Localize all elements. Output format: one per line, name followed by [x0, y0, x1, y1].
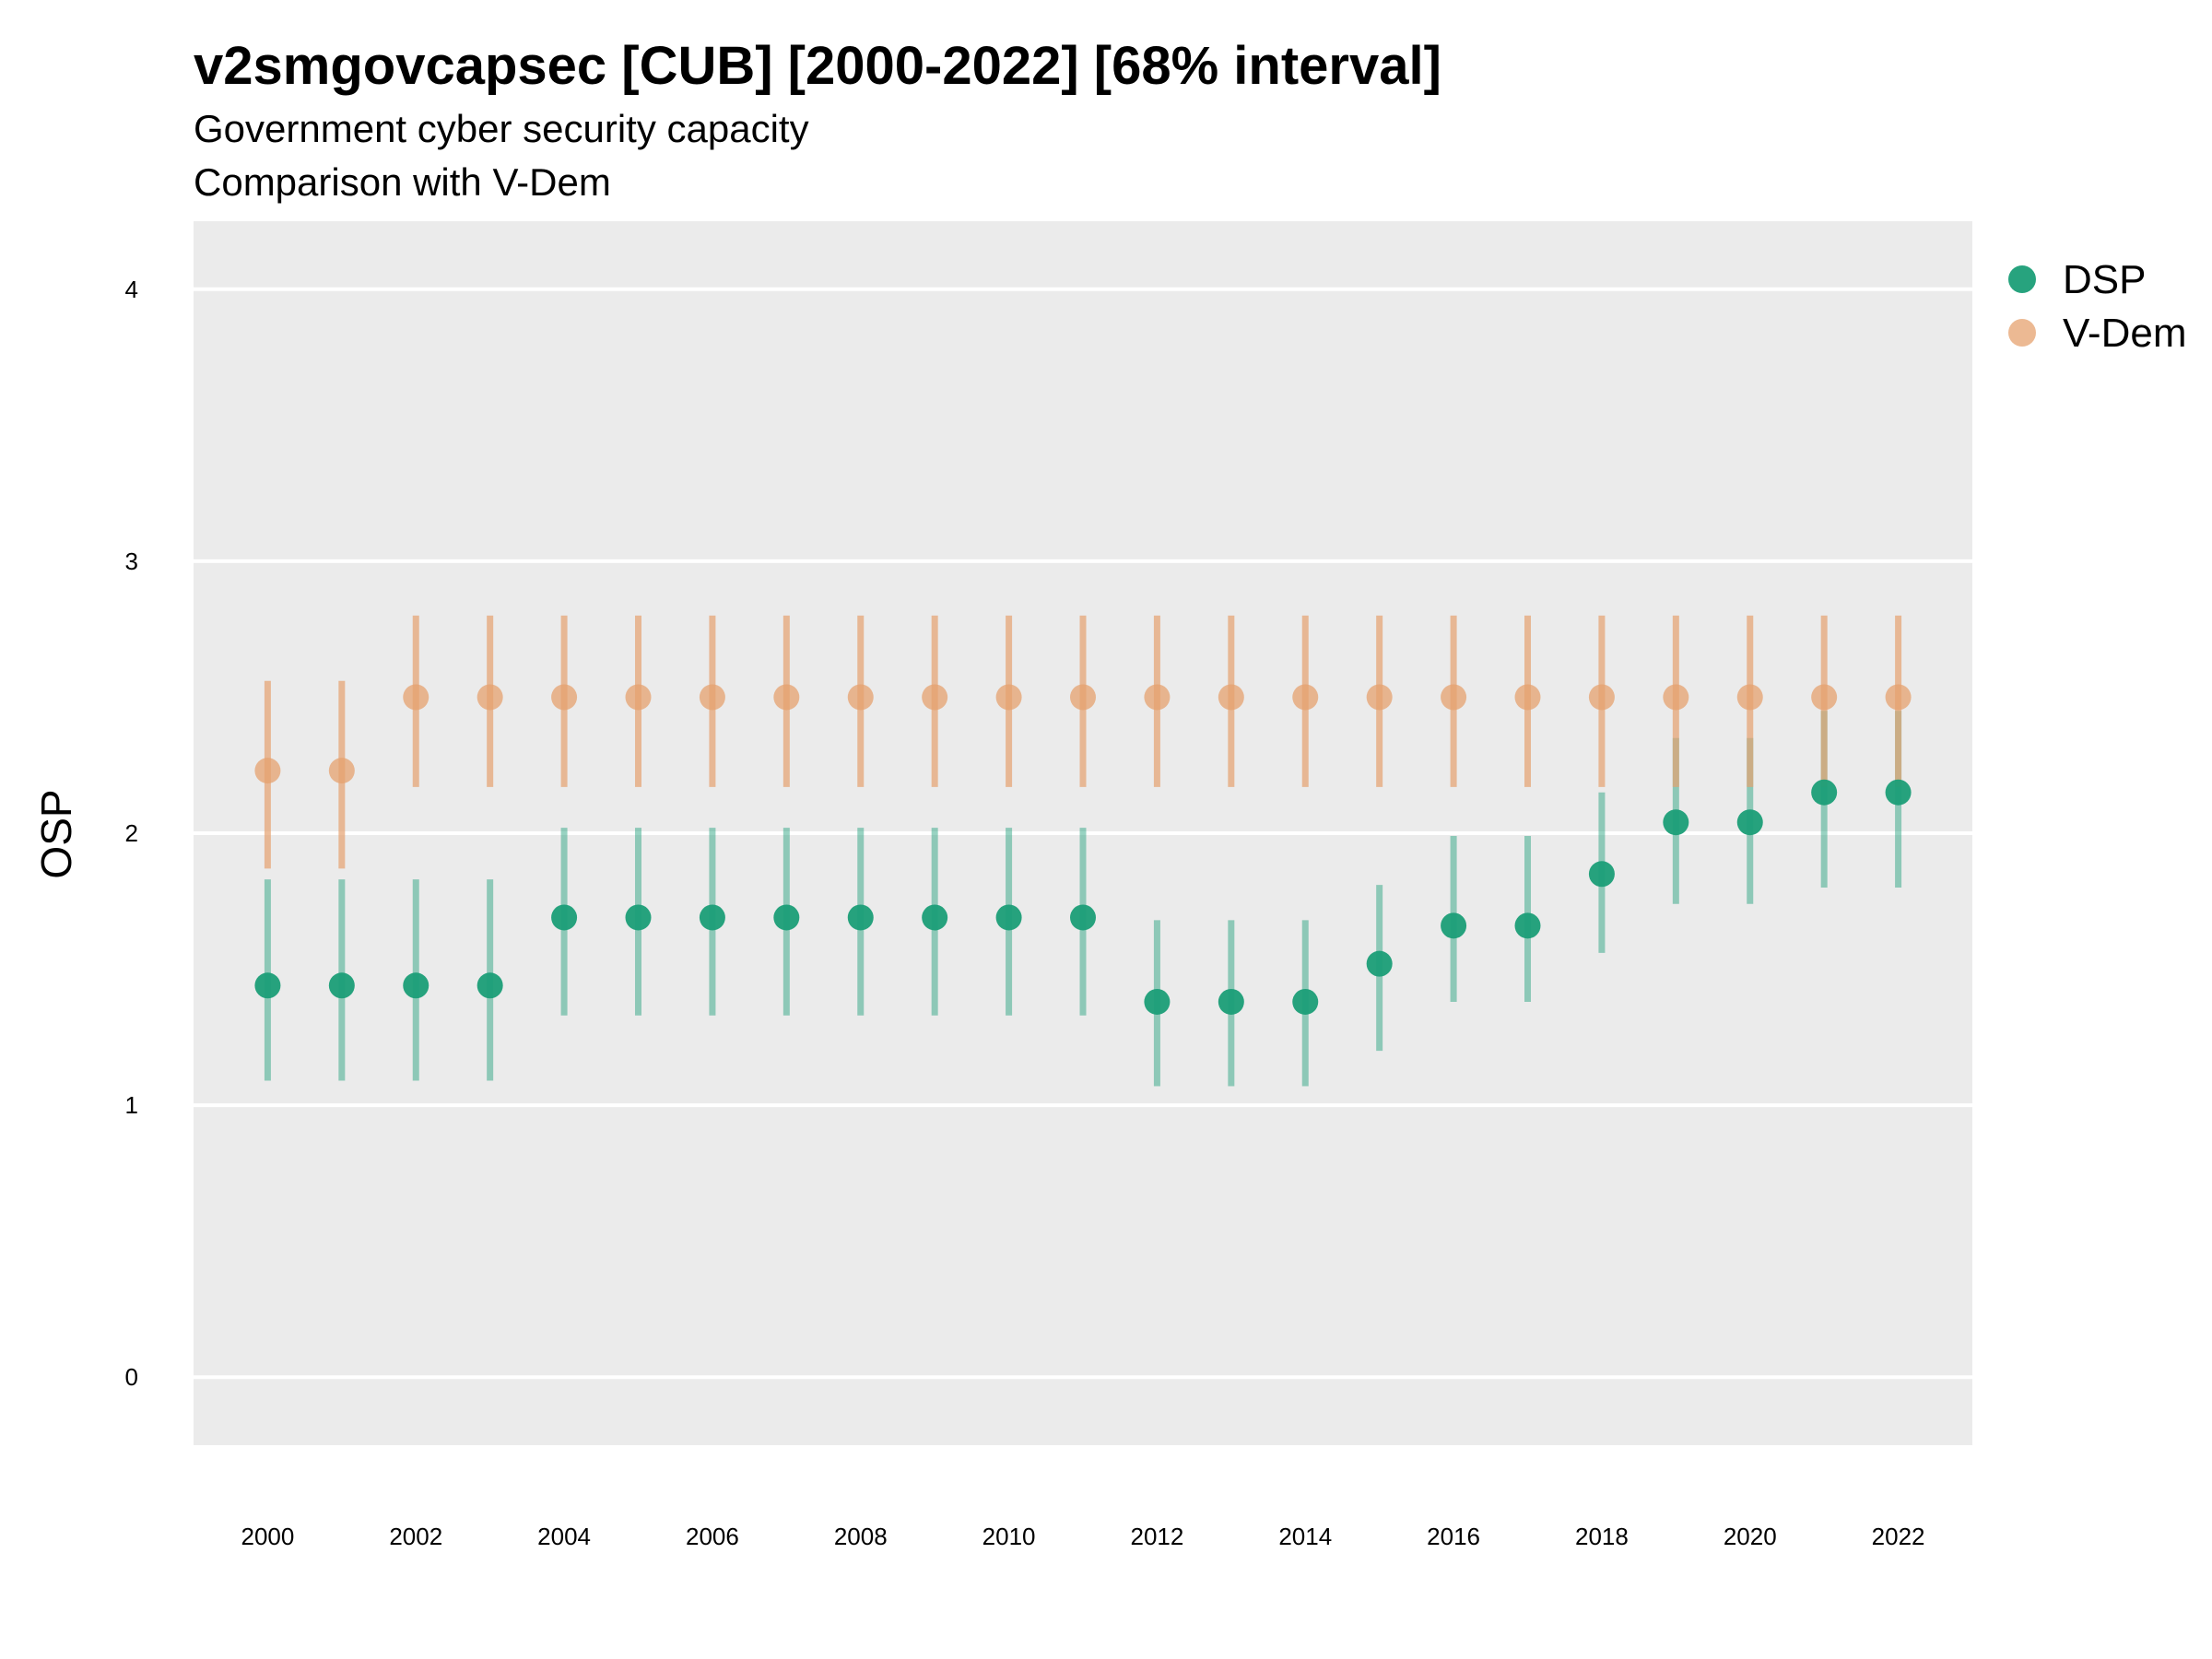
dsp-point: [551, 904, 578, 931]
legend: DSP V-Dem: [2008, 257, 2186, 356]
x-tick-label: 2010: [982, 1523, 1036, 1550]
v-dem-point: [1588, 684, 1615, 711]
v-dem-point: [1292, 684, 1319, 711]
v-dem-point: [328, 758, 355, 784]
dsp-point: [1514, 912, 1541, 939]
x-tick-label: 2002: [389, 1523, 442, 1550]
y-tick-label: 3: [125, 547, 138, 575]
v-dem-point: [1811, 684, 1838, 711]
v-dem-point: [1736, 684, 1763, 711]
x-axis-ticks: 2000 2002 2004 2006 2008 2010 2012 2014 2016 2018…: [241, 1523, 1924, 1550]
x-tick-label: 2020: [1724, 1523, 1777, 1550]
v-dem-point: [1218, 684, 1244, 711]
x-tick-label: 2014: [1278, 1523, 1332, 1550]
chart-subtitle-comparison: Comparison with V-Dem: [194, 160, 611, 204]
dsp-point: [477, 972, 503, 999]
v-dem-point: [1885, 684, 1912, 711]
v-dem-point: [403, 684, 429, 711]
v-dem-point: [847, 684, 874, 711]
chart-subtitle: Government cyber security capacity: [194, 107, 809, 150]
dsp-point: [1811, 779, 1838, 806]
x-tick-label: 2022: [1872, 1523, 1925, 1550]
v-dem-point: [551, 684, 578, 711]
legend-label-v-dem: V-Dem: [2063, 311, 2186, 356]
v-dem-point: [477, 684, 503, 711]
x-tick-label: 2016: [1427, 1523, 1480, 1550]
v-dem-point: [254, 758, 281, 784]
x-tick-label: 2012: [1130, 1523, 1183, 1550]
dsp-point: [1736, 809, 1763, 836]
v-dem-point: [1663, 684, 1689, 711]
dsp-point: [995, 904, 1022, 931]
y-axis-label: OSP: [32, 789, 80, 878]
dsp-point: [1218, 988, 1244, 1015]
y-tick-label: 0: [125, 1363, 138, 1391]
v-dem-point: [1144, 684, 1171, 711]
dsp-point: [1441, 912, 1467, 939]
dsp-point: [1366, 950, 1393, 977]
y-tick-label: 4: [125, 276, 138, 303]
dsp-point: [1144, 988, 1171, 1015]
dsp-point: [625, 904, 652, 931]
v-dem-point: [1441, 684, 1467, 711]
legend-key-v-dem: [2008, 319, 2036, 347]
dsp-point: [1292, 988, 1319, 1015]
legend-label-dsp: DSP: [2063, 257, 2146, 302]
y-tick-label: 2: [125, 819, 138, 847]
v-dem-point: [773, 684, 800, 711]
dsp-point: [328, 972, 355, 999]
v-dem-point: [699, 684, 725, 711]
dsp-point: [1588, 861, 1615, 888]
dsp-point: [847, 904, 874, 931]
dsp-point: [1885, 779, 1912, 806]
dsp-point: [1070, 904, 1096, 931]
v-dem-point: [1366, 684, 1393, 711]
dsp-point: [699, 904, 725, 931]
x-tick-label: 2004: [537, 1523, 591, 1550]
v-dem-point: [625, 684, 652, 711]
v-dem-point: [922, 684, 948, 711]
x-tick-label: 2008: [834, 1523, 888, 1550]
x-tick-label: 2000: [241, 1523, 294, 1550]
dsp-point: [403, 972, 429, 999]
y-tick-label: 1: [125, 1091, 138, 1119]
dsp-point: [773, 904, 800, 931]
v-dem-point: [1070, 684, 1096, 711]
chart-title: v2smgovcapsec [CUB] [2000-2022] [68% int…: [194, 36, 1441, 96]
y-axis-ticks: 0 1 2 3 4: [125, 276, 138, 1391]
dsp-point: [1663, 809, 1689, 836]
v-dem-point: [1514, 684, 1541, 711]
legend-key-dsp: [2008, 265, 2036, 293]
v-dem-point: [995, 684, 1022, 711]
data-points: [254, 684, 1912, 1015]
dsp-point: [922, 904, 948, 931]
x-tick-label: 2018: [1575, 1523, 1629, 1550]
x-tick-label: 2006: [686, 1523, 739, 1550]
dsp-point: [254, 972, 281, 999]
